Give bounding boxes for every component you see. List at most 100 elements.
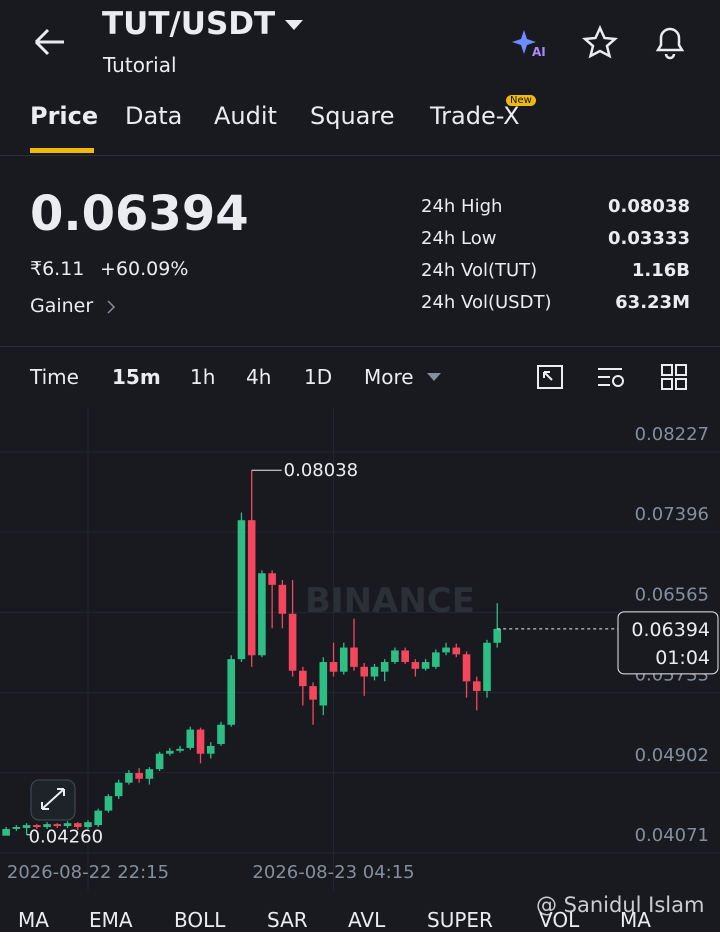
credit: @ Sanidul Islam <box>536 893 705 917</box>
y-tick-label: 0.06565 <box>635 584 709 605</box>
indicator[interactable]: BOLL <box>174 908 226 932</box>
candle-body <box>33 825 41 828</box>
settings-button[interactable] <box>596 364 628 392</box>
layout-button[interactable] <box>660 363 690 393</box>
candle-body <box>114 782 123 797</box>
candle-body <box>94 810 103 826</box>
candle-body <box>104 796 113 811</box>
tab[interactable]: Data <box>125 102 183 130</box>
expand-button[interactable] <box>30 779 76 821</box>
max-marker-label: 0.08038 <box>284 460 358 481</box>
indicator[interactable]: MA <box>620 908 651 932</box>
y-tick-label: 0.04071 <box>635 825 709 846</box>
candle-body <box>155 753 164 770</box>
interval[interactable]: 15m <box>112 365 161 389</box>
candle-body <box>84 822 92 828</box>
stat-label: 24h Vol(TUT) <box>421 260 538 281</box>
back-button[interactable] <box>32 26 68 58</box>
candle-body <box>391 650 399 663</box>
candle-body <box>360 666 369 677</box>
candle-body <box>493 628 502 643</box>
candle-body <box>247 520 256 656</box>
tab[interactable]: Audit <box>214 102 277 130</box>
y-tick-label: 0.08227 <box>635 424 709 445</box>
x-tick-label: 2026-08-22 22:15 <box>7 862 169 883</box>
candle-body <box>145 769 154 779</box>
candle-body <box>176 748 184 751</box>
alert-button[interactable] <box>652 22 688 60</box>
min-marker-label: 0.04260 <box>29 827 103 848</box>
x-tick-label: 2026-08-23 04:15 <box>252 862 414 883</box>
dropdown-icon[interactable] <box>285 20 303 32</box>
candle-body <box>196 729 205 754</box>
candle-body <box>2 828 10 836</box>
candle-body <box>278 584 287 614</box>
interval[interactable]: 4h <box>246 365 272 389</box>
candle-body <box>53 824 62 827</box>
favorite-button[interactable] <box>582 25 618 59</box>
interval[interactable]: 1D <box>304 365 333 389</box>
candle-body <box>380 662 389 672</box>
candle-body <box>462 654 471 682</box>
chevron <box>107 300 116 314</box>
pair-subtitle: Tutorial <box>103 53 177 77</box>
candle-body <box>411 662 420 669</box>
candle-body <box>237 520 246 660</box>
candle-body <box>472 681 481 691</box>
candle-body <box>309 686 317 700</box>
divider <box>0 346 720 347</box>
fullscreen-button[interactable] <box>536 364 566 392</box>
tab[interactable]: Square <box>310 102 395 130</box>
divider <box>0 155 720 156</box>
tab[interactable]: Trade-X <box>430 102 520 130</box>
indicator[interactable]: VOL <box>539 908 580 932</box>
indicator[interactable]: SAR <box>267 908 308 932</box>
candle-body <box>299 670 307 687</box>
interval[interactable]: Time <box>30 365 79 389</box>
ai-button[interactable]: AI <box>510 26 550 60</box>
indicator[interactable]: SUPER <box>427 908 493 932</box>
gainer-tag[interactable]: Gainer <box>30 295 94 317</box>
candle-body <box>135 772 143 779</box>
last-price-box <box>617 611 719 675</box>
candle-body <box>329 662 338 672</box>
tab-indicator <box>30 148 94 153</box>
candle-body <box>258 573 266 656</box>
candle-body <box>370 666 379 677</box>
candle-body <box>442 647 450 653</box>
interval[interactable]: 1h <box>190 365 216 389</box>
candle-body <box>339 647 348 672</box>
candle-body <box>288 613 297 671</box>
candle-body <box>319 662 328 706</box>
stat-value: 63.23M <box>615 292 690 313</box>
stat-value: 0.03333 <box>608 228 690 249</box>
stat-value: 1.16B <box>631 260 690 281</box>
candle-body <box>166 750 174 754</box>
stat-label: 24h Vol(USDT) <box>421 292 552 313</box>
candle-body <box>63 823 72 827</box>
interval[interactable]: More <box>364 365 414 389</box>
new-badge: New <box>506 95 536 106</box>
candle-body <box>73 823 82 828</box>
candle-body <box>12 827 21 829</box>
indicator[interactable]: AVL <box>348 908 386 932</box>
y-tick-label: 0.04902 <box>635 745 709 766</box>
indicator[interactable]: EMA <box>89 908 133 932</box>
tab[interactable]: Price <box>30 102 99 130</box>
price-change: +60.09% <box>100 258 189 280</box>
candle-body <box>401 650 409 663</box>
candle-body <box>217 724 225 745</box>
pair-title[interactable]: TUT/USDT <box>102 6 276 42</box>
candle-body <box>22 825 31 828</box>
candle-body <box>421 662 430 669</box>
candle-body <box>206 745 215 754</box>
more-arrow <box>427 373 441 381</box>
indicator[interactable]: MA <box>18 908 49 932</box>
countdown: 01:04 <box>655 647 710 669</box>
fiat-price: ₹6.11 <box>30 258 85 280</box>
stat-label: 24h Low <box>421 228 497 249</box>
candle-body <box>186 729 195 748</box>
candle-body <box>432 652 440 667</box>
